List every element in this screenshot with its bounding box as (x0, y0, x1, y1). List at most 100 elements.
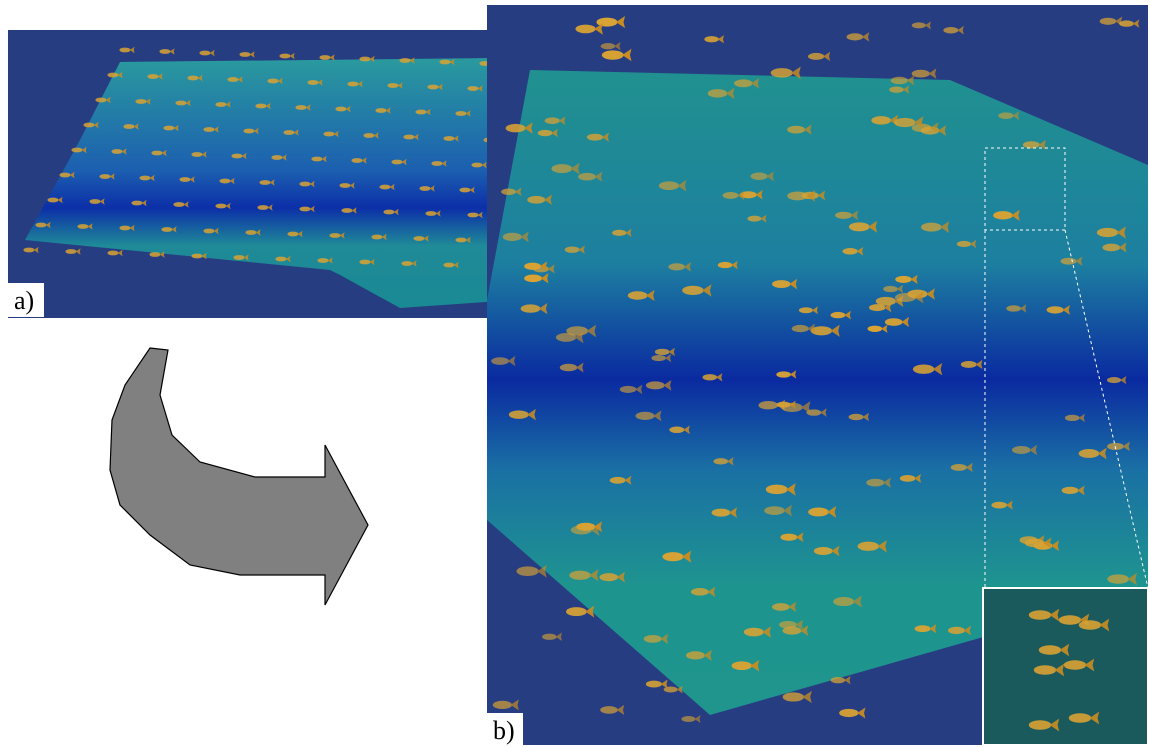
fish-body (329, 233, 340, 238)
fish-body (1062, 487, 1079, 494)
fish-body (751, 173, 768, 180)
fish-body (1025, 539, 1045, 547)
fish-body (889, 86, 904, 92)
fish-body (556, 333, 576, 342)
fish-body (439, 60, 450, 65)
fish-body (524, 274, 542, 282)
fish-body (565, 247, 580, 253)
fish-body (831, 677, 846, 683)
fish-body (47, 198, 58, 203)
fish-body (275, 257, 286, 262)
fish-body (179, 177, 190, 182)
fish-body (516, 566, 538, 576)
fish-body (1097, 228, 1118, 237)
fish-body (921, 223, 942, 232)
fish-body (227, 77, 238, 82)
fish-body (777, 402, 791, 408)
fish-body (467, 86, 478, 91)
fish-body (231, 154, 242, 159)
fish-body (858, 542, 880, 551)
fish-body (866, 479, 884, 487)
fish-body (744, 628, 764, 637)
fish-body (776, 371, 791, 377)
fish-body (233, 255, 244, 260)
fish-body (998, 112, 1013, 119)
fish-body (509, 410, 529, 419)
fish-body (149, 252, 160, 257)
fish-body (161, 227, 172, 232)
fish-body (833, 597, 854, 606)
fish-body (636, 412, 655, 420)
fish-body (868, 326, 883, 332)
fish-body (359, 260, 370, 265)
fish-body (415, 110, 426, 115)
fish-body (849, 414, 864, 420)
fish-body (599, 573, 618, 581)
fish-body (646, 681, 662, 688)
fish-body (596, 18, 617, 27)
fish-body (287, 232, 298, 237)
fish-body (718, 262, 733, 268)
fish-body (587, 134, 603, 141)
fish-body (764, 506, 784, 515)
fish-body (787, 192, 808, 201)
fish-body (1059, 615, 1081, 625)
fish-body (808, 508, 829, 517)
fish-body (628, 291, 648, 299)
fish-body (443, 136, 454, 141)
fish-body (35, 223, 46, 228)
fish-body (1029, 610, 1051, 620)
fish-body (255, 104, 266, 109)
fish-body (299, 182, 310, 187)
fish-body (772, 280, 791, 288)
fish-body (455, 238, 466, 243)
fish-body (713, 458, 728, 464)
fish-body (560, 364, 578, 372)
fish-body (399, 58, 410, 63)
fish-body (175, 101, 186, 106)
fish-body (552, 164, 573, 173)
fish-body (493, 701, 512, 709)
fish-body (257, 205, 268, 210)
fish-body (708, 89, 728, 97)
fish-body (159, 49, 170, 54)
fish-body (359, 57, 370, 62)
fish-body (1107, 574, 1129, 583)
fish-body (279, 54, 290, 59)
fish-body (1102, 244, 1120, 252)
fish-body (187, 76, 198, 81)
fish-body (1065, 415, 1080, 421)
fish-body (267, 79, 278, 84)
fish-body (259, 180, 270, 185)
fish-body (566, 607, 587, 616)
fish-body (351, 158, 362, 163)
fish-body (151, 151, 162, 156)
fish-body (578, 173, 596, 181)
fish-body (662, 552, 683, 561)
fish-body (191, 254, 202, 259)
fish-body (951, 464, 967, 471)
fish-body (391, 160, 402, 165)
fish-body (681, 716, 695, 722)
fish-body (1069, 713, 1091, 723)
fish-body (732, 661, 752, 670)
fish-body (682, 286, 704, 295)
fish-body (704, 36, 719, 42)
fish-body (734, 79, 752, 87)
fish-body (119, 226, 130, 231)
fish-body (651, 355, 666, 361)
fish-body (835, 212, 852, 219)
fish-body (991, 502, 1007, 509)
fish-body (199, 51, 210, 56)
fish-body (299, 207, 310, 212)
fish-body (771, 68, 793, 78)
fish-body (1039, 645, 1061, 655)
fish-body (139, 176, 150, 181)
fish-body (243, 129, 254, 134)
fish-body (957, 241, 971, 247)
fish-body (135, 99, 146, 104)
fish-body (245, 230, 256, 235)
fish-body (712, 509, 731, 517)
panel-b: b) (487, 5, 1148, 745)
fish-body (77, 224, 88, 229)
